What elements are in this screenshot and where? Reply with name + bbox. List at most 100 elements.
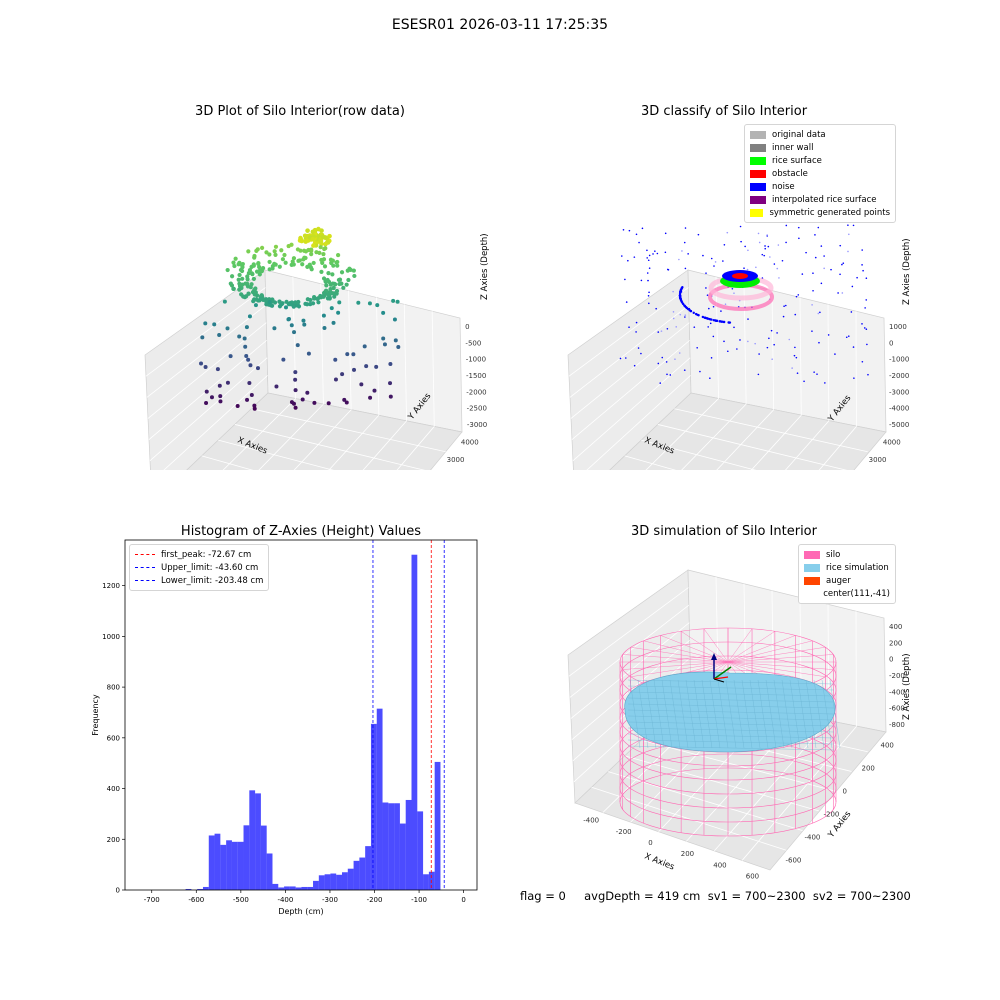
histogram-y-axis-label: Frequency [91,694,100,736]
histogram-bar [226,840,232,890]
raw-point [247,314,252,319]
raw-point [340,372,345,377]
classify-point [794,313,797,316]
classify-point [655,307,657,310]
classify-legend-item: inner wall [750,141,890,154]
classify-point [834,353,836,355]
raw-point [215,367,220,372]
raw-point [362,344,367,349]
raw-point [299,238,305,244]
raw-point [325,277,330,283]
classify-point [627,259,629,262]
sim-y-tick: 400 [881,742,894,750]
raw-point [272,249,277,254]
classify-point [684,316,686,318]
classify-point [681,301,684,304]
raw-point [293,377,298,382]
classify-point [766,346,769,349]
raw-tick-labels: -4000-3000-2000-10000100020003000-3000-2… [447,323,488,464]
raw-point [364,364,369,369]
raw-point [283,305,288,310]
raw-z-tick: -2500 [467,405,487,413]
classify-point [628,326,630,329]
histogram-x-tick-label: -600 [188,896,204,904]
simulation-silo-wireframe [619,627,837,837]
raw-point [305,264,310,269]
classify-point [727,321,730,324]
classify-point [622,228,625,231]
raw-3d-panes [144,269,463,470]
raw-point [217,383,222,388]
classify-point [811,330,813,332]
histogram-bar [202,886,209,890]
cls-y-tick: 3000 [869,456,887,464]
legend-label: auger [826,575,851,586]
histogram-y-tick-label: 0 [116,887,120,895]
classify-point [706,317,709,320]
classify-point [625,301,628,303]
classify-3d-panes [567,269,887,470]
raw-point [212,322,217,327]
simulation-legend-item: rice simulation [804,561,890,574]
legend-swatch [750,143,766,152]
histogram-bar [255,793,261,890]
raw-point [372,388,377,393]
raw-point [318,245,323,250]
raw-z-tick: -2000 [466,388,486,396]
raw-point [277,299,282,304]
sim-y-tick: -600 [786,857,802,865]
classify-point [851,285,854,288]
raw-point [320,234,326,240]
histogram-y-tick-label: 1200 [102,582,120,590]
raw-point [351,268,356,273]
raw-point [335,263,340,268]
raw-point [331,263,336,268]
raw-point [200,335,205,340]
classify-point [803,380,805,383]
classify-point [820,282,823,285]
raw-point [321,251,326,257]
histogram-title: Histogram of Z-Axies (Height) Values [180,524,422,539]
simulation-rice-surface [624,671,841,753]
classify-point [646,257,649,259]
histogram-bar [388,803,395,890]
histogram-x-tick-label: -500 [233,896,249,904]
raw-point [250,272,255,277]
raw-point [300,397,305,402]
raw-point [388,361,393,366]
raw-point [252,406,257,411]
classify-point [812,272,814,274]
raw-point [296,299,301,305]
raw-point [228,281,233,286]
legend-line-swatch [135,554,155,555]
raw-point [209,395,214,400]
raw-point [321,313,326,318]
classify-point [684,305,688,309]
histogram-x-tick-label: -300 [322,896,338,904]
raw-point [336,277,342,283]
raw-point [316,296,321,301]
classify-point [784,304,787,307]
classify-point [661,356,664,359]
raw-point [277,264,282,269]
legend-label: rice simulation [826,562,889,573]
raw-point [231,286,236,292]
simulation-legend: silo rice simulation auger center(111,-41) [798,544,896,604]
classify-point [812,289,814,292]
classify-point [712,335,715,338]
histogram-bar [324,874,331,890]
raw-point [259,245,265,250]
raw-point [289,323,294,328]
legend-label: obstacle [772,168,808,179]
classify-point [766,234,768,236]
raw-3d-plot: -4000-3000-2000-10000100020003000-3000-2… [144,226,490,470]
raw-point [242,336,247,341]
histogram-bar [289,886,296,890]
histogram-bar [214,833,221,890]
raw-point [290,259,295,264]
histogram-bar [185,888,192,890]
classify-point [837,292,839,294]
histogram-x-tick-label: -700 [144,896,160,904]
raw-point [237,334,242,339]
raw-point [235,403,240,408]
